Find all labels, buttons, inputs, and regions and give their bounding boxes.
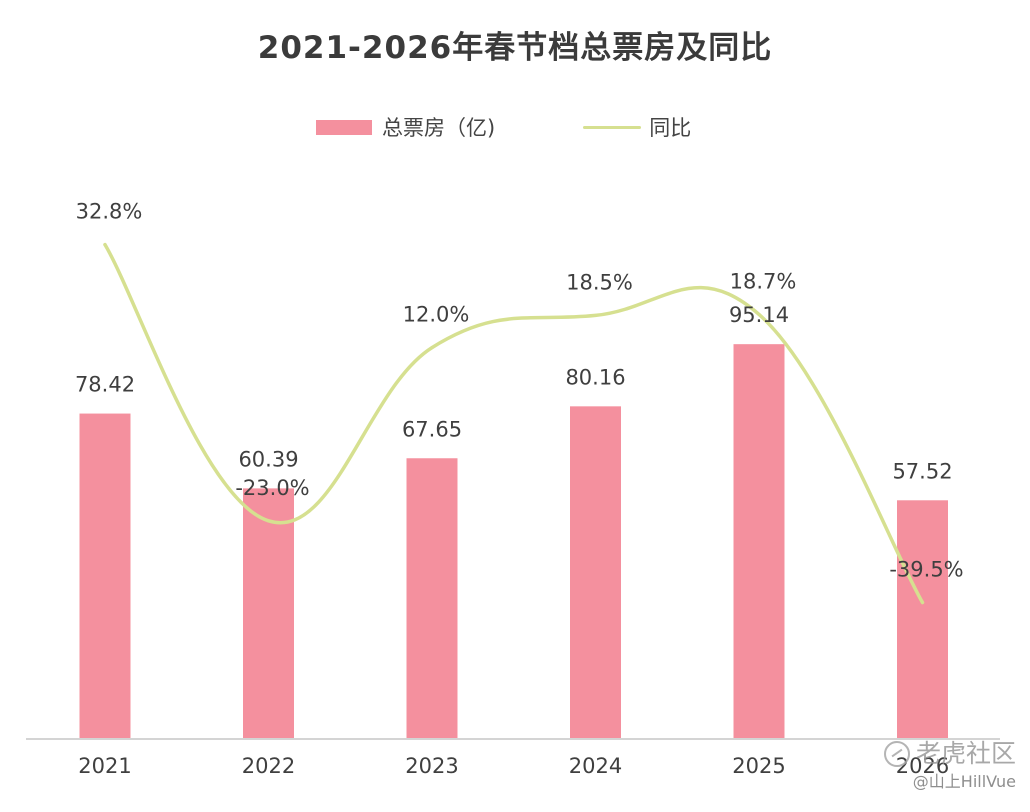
yoy-label-2021: 32.8%: [76, 200, 143, 224]
bar-value-label-2026: 57.52: [892, 459, 952, 483]
x-tick-2024: 2024: [569, 754, 622, 778]
bar-2023: [406, 458, 458, 739]
x-axis-ticks: 2021 2022 2023 2024 2025 2026: [78, 754, 949, 778]
legend: 总票房（亿) 同比: [316, 112, 691, 142]
bar-2021: [79, 413, 131, 739]
bar-2022: [243, 488, 294, 739]
x-tick-2025: 2025: [732, 754, 785, 778]
yoy-point-2026: [920, 600, 925, 605]
bar-value-label-2021: 78.42: [75, 373, 135, 397]
legend-item-line: 同比: [583, 112, 691, 142]
line-layer: [103, 242, 925, 605]
chart-title: 2021-2026年春节档总票房及同比: [257, 30, 773, 66]
yoy-point-2021: [103, 243, 107, 247]
yoy-label-2025: 18.7%: [730, 269, 797, 293]
legend-item-bar: 总票房（亿): [316, 112, 495, 142]
bar-2026: [897, 500, 948, 739]
legend-swatch-line: [583, 125, 642, 129]
bar-2025: [733, 344, 785, 739]
watermark-brand-text: 老虎社区: [915, 739, 1016, 768]
yoy-point-2023: [430, 346, 434, 350]
yoy-line: [103, 242, 925, 605]
x-tick-2021: 2021: [78, 754, 131, 778]
legend-swatch-bar: [316, 119, 372, 135]
watermark-brand: 老虎社区: [883, 739, 1016, 769]
tiger-logo-icon: [883, 741, 910, 768]
bar-2024: [570, 406, 621, 739]
yoy-label-2022: -23.0%: [235, 476, 309, 500]
legend-label-line: 同比: [649, 116, 692, 140]
watermark: 老虎社区 @山上HillVue: [883, 739, 1016, 791]
yoy-label-2024: 18.5%: [566, 270, 633, 294]
yoy-point-2024: [593, 313, 598, 318]
bar-value-label-2023: 67.65: [402, 417, 462, 441]
yoy-label-2026: -39.5%: [889, 558, 963, 582]
bars-layer: [79, 344, 948, 739]
bar-value-label-2024: 80.16: [565, 365, 625, 389]
x-tick-2023: 2023: [405, 754, 458, 778]
bar-value-label-2025: 95.14: [729, 303, 789, 327]
x-tick-2022: 2022: [242, 754, 295, 778]
yoy-point-2025: [757, 312, 761, 317]
yoy-point-2022: [266, 519, 271, 523]
bar-value-label-2022: 60.39: [238, 447, 298, 471]
legend-label-bar: 总票房（亿): [382, 116, 496, 140]
watermark-handle: @山上HillVue: [912, 771, 1016, 791]
labels-layer: 78.42 60.39 67.65 80.16 95.14 57.52 32.8% -23.0…: [75, 200, 964, 582]
yoy-label-2023: 12.0%: [403, 303, 470, 327]
